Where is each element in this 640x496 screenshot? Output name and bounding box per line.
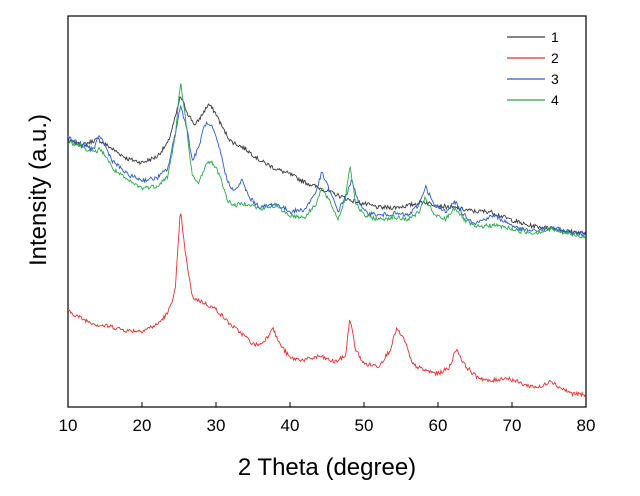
- series-layer: [67, 83, 587, 398]
- series-line-4: [67, 83, 587, 239]
- x-tick-label: 40: [281, 416, 300, 435]
- x-tick-label: 30: [207, 416, 226, 435]
- x-tick-label: 10: [59, 416, 78, 435]
- x-tick-label: 50: [355, 416, 374, 435]
- x-tick-label: 60: [429, 416, 448, 435]
- legend-label-3: 3: [551, 71, 559, 87]
- x-axis-title: 2 Theta (degree): [238, 454, 416, 481]
- x-tick-label: 80: [577, 416, 596, 435]
- legend-label-1: 1: [551, 29, 559, 45]
- x-tick-label: 20: [133, 416, 152, 435]
- plot-area-frame: [67, 15, 587, 408]
- series-line-2: [67, 213, 587, 398]
- legend-label-2: 2: [551, 50, 559, 66]
- x-tick-label: 70: [503, 416, 522, 435]
- series-line-3: [67, 104, 587, 238]
- x-axis-ticks: 10 20 30 40 50 60 70 80: [59, 402, 596, 435]
- legend: 1 2 3 4: [507, 29, 559, 108]
- legend-label-4: 4: [551, 92, 559, 108]
- y-axis-title: Intensity (a.u.): [25, 114, 52, 266]
- series-line-1: [67, 96, 587, 236]
